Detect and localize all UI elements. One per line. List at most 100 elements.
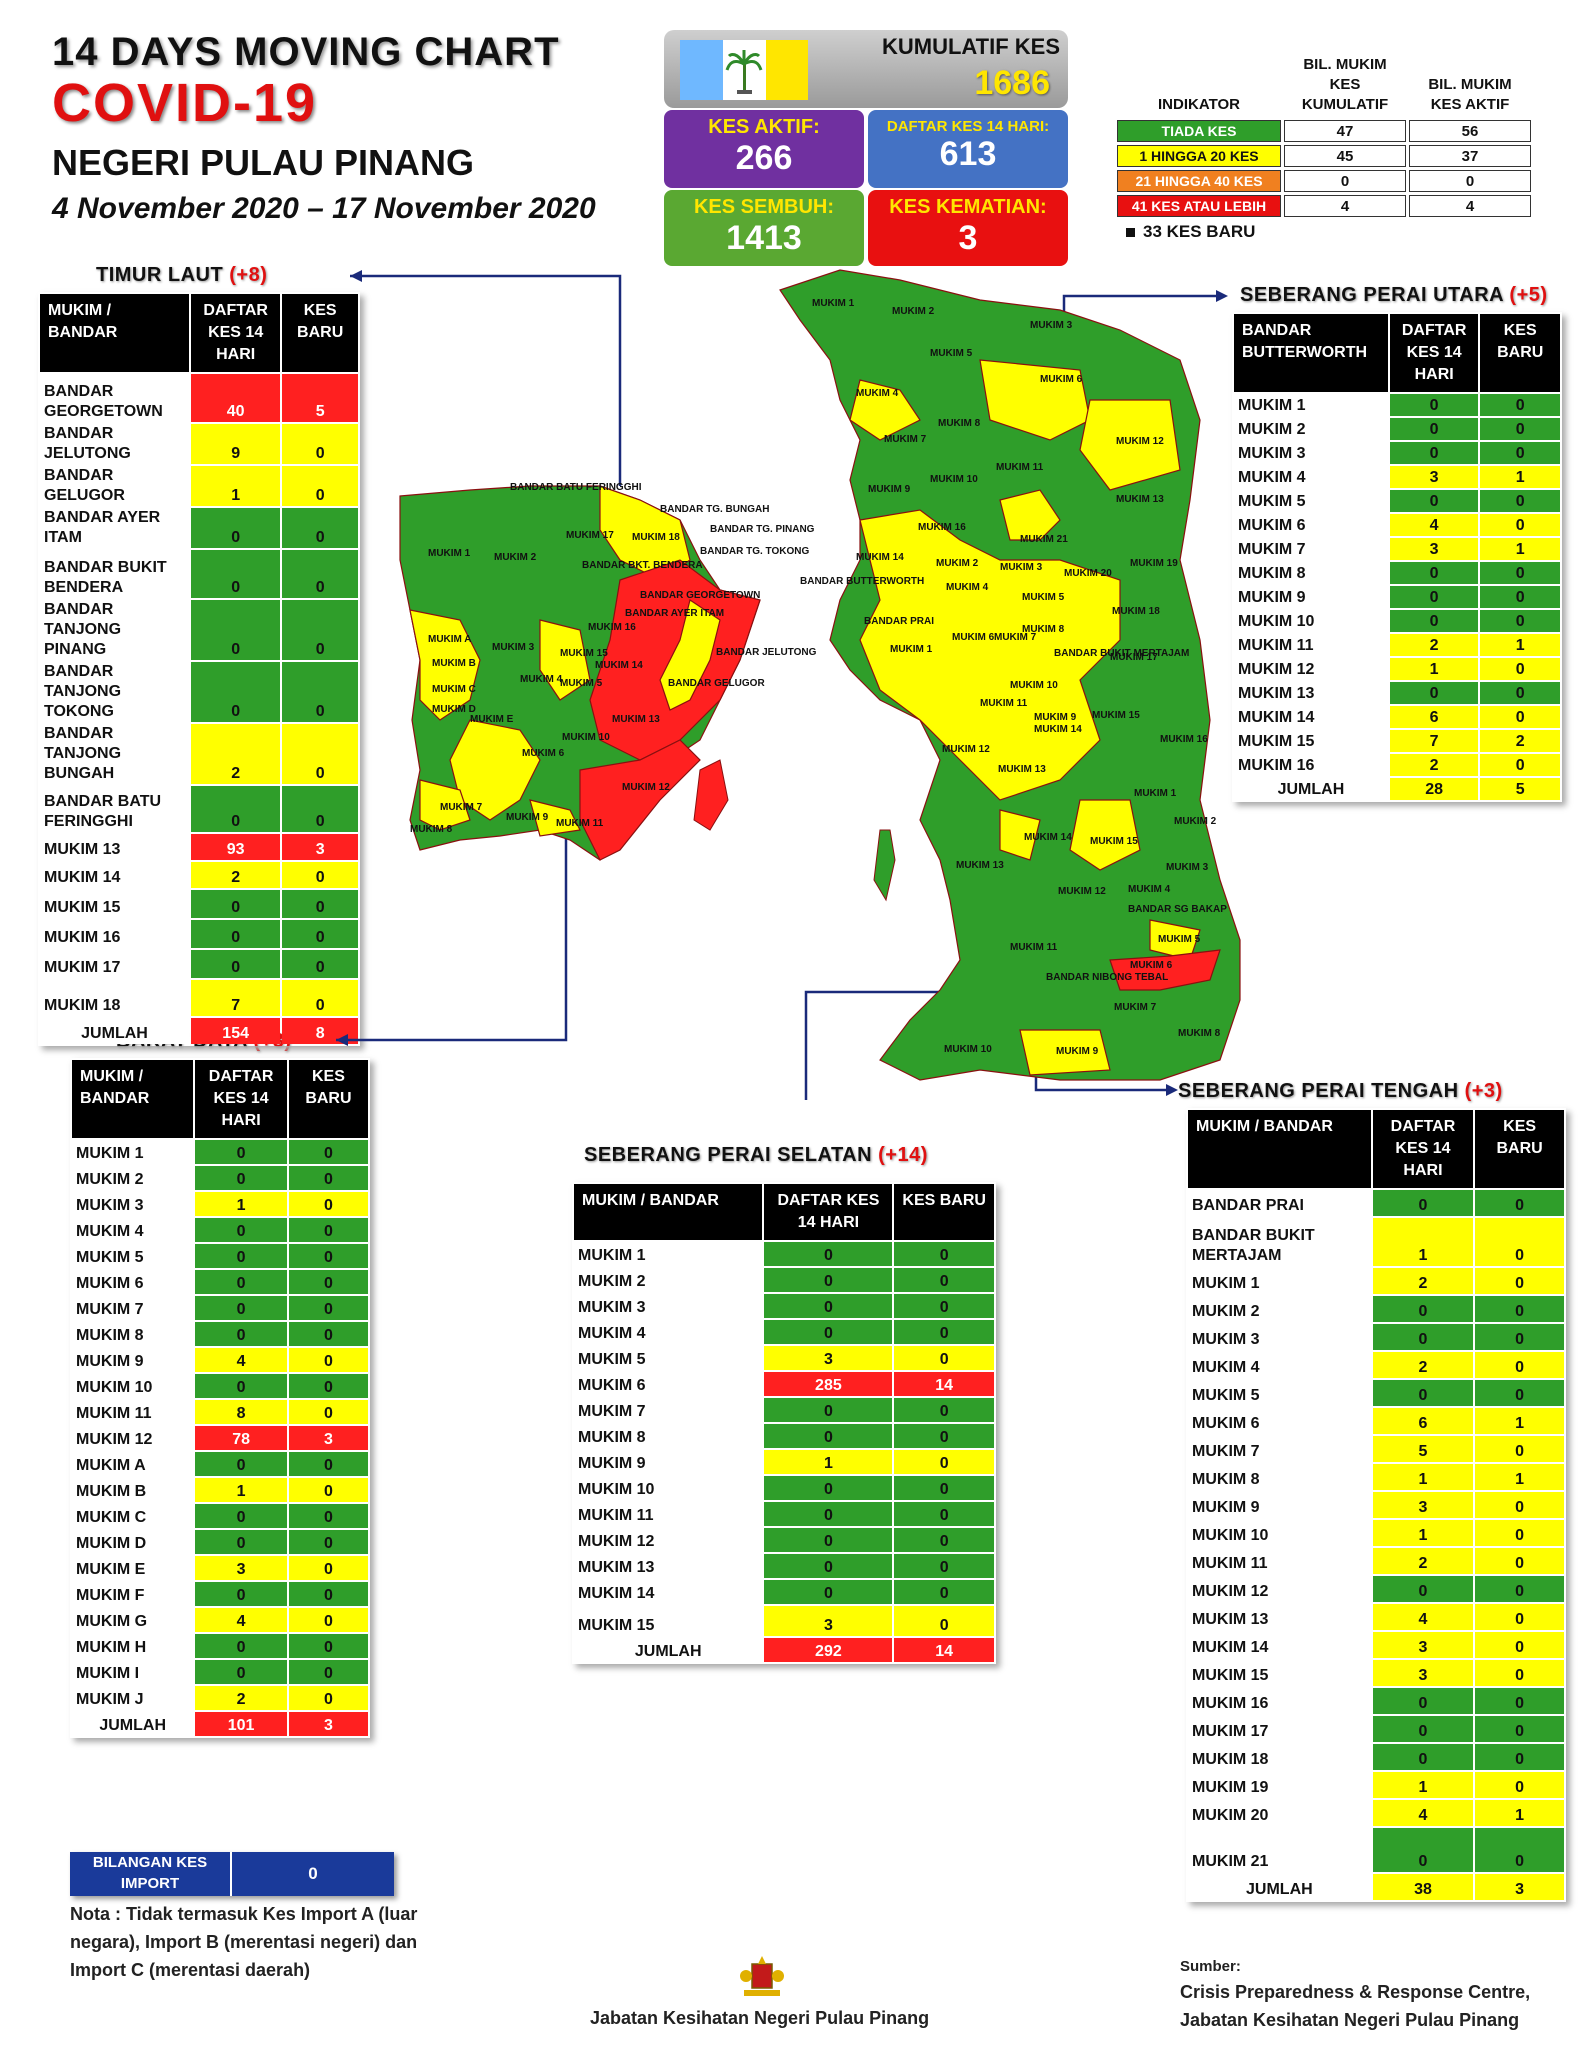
row-name: MUKIM 14 xyxy=(40,862,189,888)
map-region-label: MUKIM 11 xyxy=(996,462,1044,473)
map-region-label: BANDAR JELUTONG xyxy=(716,647,817,658)
map-region-label: MUKIM 7 xyxy=(994,632,1037,643)
row-name: MUKIM 4 xyxy=(1234,466,1388,488)
baru-value: 0 xyxy=(282,508,358,548)
daftar-value: 0 xyxy=(191,950,281,978)
daftar-value: 0 xyxy=(191,550,281,598)
baru-value: 0 xyxy=(894,1294,994,1318)
indicator-table: INDIKATOR BIL. MUKIM KES KUMULATIF BIL. … xyxy=(1114,50,1534,220)
column-header: KES BARU xyxy=(894,1184,994,1240)
row-name: MUKIM 16 xyxy=(1234,754,1388,776)
row-name: MUKIM 1 xyxy=(574,1242,763,1266)
square-bullet-icon xyxy=(1126,228,1135,237)
column-header: DAFTAR KES 14 HARI xyxy=(764,1184,893,1240)
baru-value: 5 xyxy=(1480,778,1560,800)
map-region-label: MUKIM 16 xyxy=(588,622,636,633)
map-region-label: MUKIM 14 xyxy=(856,552,904,563)
daftar-value: 0 xyxy=(195,1140,287,1164)
table-row: MUKIM 13 0 0 xyxy=(574,1554,994,1578)
deaths-card: KES KEMATIAN: 3 xyxy=(868,190,1068,266)
daftar-value: 3 xyxy=(195,1556,287,1580)
table-row: MUKIM 12 0 0 xyxy=(1188,1576,1564,1602)
daftar-value: 0 xyxy=(195,1504,287,1528)
map-region-label: MUKIM 12 xyxy=(1116,436,1164,447)
map-region-label: MUKIM 5 xyxy=(560,678,603,689)
row-name: JUMLAH xyxy=(1188,1874,1371,1900)
baru-value: 0 xyxy=(1480,658,1560,680)
connector-sps xyxy=(804,990,1000,1100)
baru-value: 0 xyxy=(288,1478,368,1502)
baru-value: 0 xyxy=(288,1634,368,1658)
baru-value: 1 xyxy=(1480,634,1560,656)
daftar-value: 3 xyxy=(1372,1632,1474,1658)
baru-value: 0 xyxy=(1475,1744,1564,1770)
row-name: MUKIM 12 xyxy=(1234,658,1388,680)
map-region-label: MUKIM 4 xyxy=(520,674,563,685)
row-name: BANDAR GELUGOR xyxy=(40,466,189,506)
baru-value: 0 xyxy=(1475,1716,1564,1742)
map-region-label: BANDAR BATU FERINGGHI xyxy=(510,482,642,493)
daftar-value: 0 xyxy=(1372,1380,1474,1406)
table-row: MUKIM 18 7 0 xyxy=(40,980,358,1016)
map-region-label: BANDAR BUTTERWORTH xyxy=(800,576,924,587)
map-region-label: MUKIM 13 xyxy=(612,714,660,725)
indicator-label: 1 HINGGA 20 KES xyxy=(1117,145,1281,167)
baru-value: 0 xyxy=(1480,418,1560,440)
row-name: MUKIM 7 xyxy=(574,1398,763,1422)
daftar-value: 0 xyxy=(195,1218,287,1242)
row-name: MUKIM 17 xyxy=(1188,1716,1371,1742)
indicator-kumulatif: 0 xyxy=(1284,170,1406,192)
row-name: MUKIM 19 xyxy=(1188,1772,1371,1798)
row-name: MUKIM 11 xyxy=(72,1400,194,1424)
row-name: MUKIM 8 xyxy=(72,1322,194,1346)
indicator-row: 41 KES ATAU LEBIH 4 4 xyxy=(1117,195,1531,217)
row-name: JUMLAH xyxy=(72,1712,194,1736)
baru-value: 1 xyxy=(1480,466,1560,488)
daftar-value: 0 xyxy=(764,1320,893,1344)
row-name: JUMLAH xyxy=(1234,778,1388,800)
daftar-value: 0 xyxy=(195,1322,287,1346)
indicator-header: BIL. MUKIM KES AKTIF xyxy=(1428,76,1512,113)
daftar-value: 0 xyxy=(764,1242,893,1266)
daftar-value: 1 xyxy=(195,1478,287,1502)
baru-value: 14 xyxy=(894,1638,994,1662)
timur-laut-delta: (+8) xyxy=(229,264,268,286)
footer-department: Jabatan Kesihatan Negeri Pulau Pinang xyxy=(590,2008,930,2028)
row-name: MUKIM 14 xyxy=(1188,1632,1371,1658)
table-row: MUKIM 15 3 0 xyxy=(574,1606,994,1636)
map-region-label: MUKIM 2 xyxy=(892,306,935,317)
map-region-label: BANDAR AYER ITAM xyxy=(625,608,724,619)
arrow-head-icon xyxy=(336,1034,348,1046)
small-island xyxy=(873,829,896,902)
baru-value: 0 xyxy=(1475,1352,1564,1378)
map-region-label: MUKIM 10 xyxy=(930,474,978,485)
map-region-label: MUKIM 13 xyxy=(1116,494,1164,505)
table-row: MUKIM 12 78 3 xyxy=(72,1426,368,1450)
row-name: MUKIM 15 xyxy=(1188,1660,1371,1686)
map-region-label: MUKIM 17 xyxy=(566,530,614,541)
row-name: MUKIM 1 xyxy=(72,1140,194,1164)
baru-value: 0 xyxy=(282,920,358,948)
spu-title: SEBERANG PERAI UTARA (+5) xyxy=(1240,284,1548,307)
row-name: MUKIM 9 xyxy=(72,1348,194,1372)
row-name: BANDAR BUKIT BENDERA xyxy=(40,550,189,598)
map-region-label: MUKIM 18 xyxy=(1112,606,1160,617)
baru-value: 0 xyxy=(288,1270,368,1294)
map-region-label: MUKIM 1 xyxy=(428,548,471,559)
daftar-value: 0 xyxy=(764,1398,893,1422)
table-row: BANDAR TANJONG TOKONG 0 0 xyxy=(40,662,358,722)
new-cases-note: 33 KES BARU xyxy=(1126,222,1255,242)
daftar-value: 4 xyxy=(1372,1800,1474,1826)
daftar-value: 2 xyxy=(195,1686,287,1710)
table-row: BANDAR GEORGETOWN 40 5 xyxy=(40,374,358,422)
map-region-label: MUKIM 8 xyxy=(1022,624,1065,635)
daftar-value: 0 xyxy=(1372,1576,1474,1602)
table-row: MUKIM 14 3 0 xyxy=(1188,1632,1564,1658)
baru-value: 0 xyxy=(1480,442,1560,464)
